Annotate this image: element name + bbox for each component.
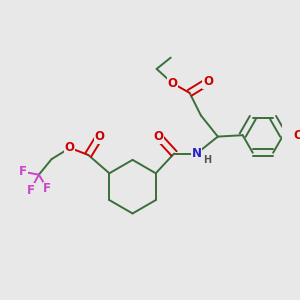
Text: F: F: [19, 165, 27, 178]
Text: O: O: [94, 130, 104, 143]
Text: O: O: [203, 75, 213, 88]
Text: O: O: [154, 130, 164, 143]
Text: H: H: [203, 155, 211, 165]
Text: O: O: [167, 76, 177, 89]
Text: F: F: [43, 182, 51, 195]
Text: N: N: [192, 147, 202, 160]
Text: O: O: [294, 129, 300, 142]
Text: O: O: [65, 141, 75, 154]
Text: F: F: [26, 184, 34, 197]
